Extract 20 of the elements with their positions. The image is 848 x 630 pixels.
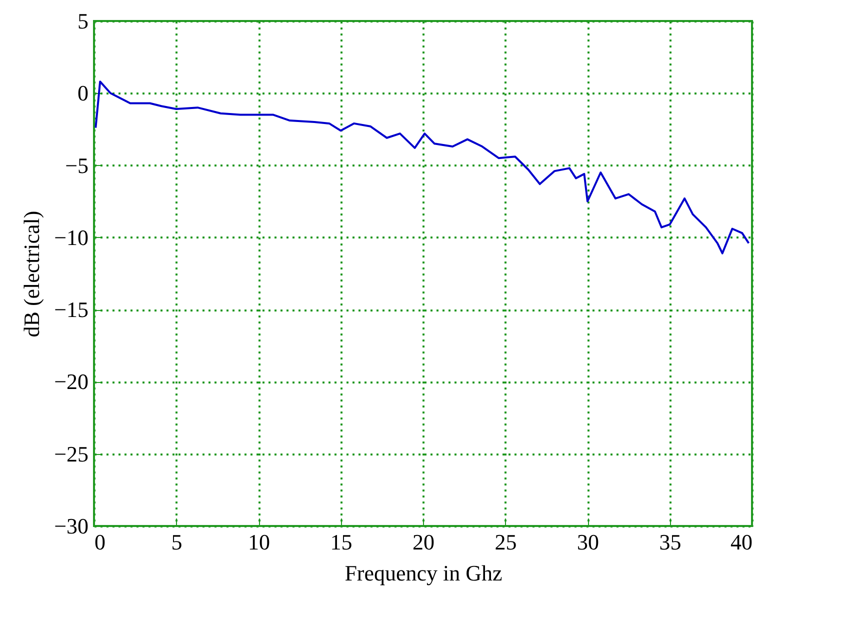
x-axis-title: Frequency in Ghz (344, 560, 503, 586)
x-tick-label: 25 (494, 530, 517, 554)
x-tick-label: 10 (248, 530, 270, 554)
x-tick-label: 30 (577, 530, 599, 554)
y-tick-label: −30 (54, 514, 88, 538)
x-tick-label: 15 (330, 530, 352, 554)
y-tick-label: −25 (54, 441, 88, 466)
y-tick-label: −15 (54, 297, 88, 322)
line-series (94, 80, 750, 254)
y-tick-label: −20 (54, 369, 88, 394)
x-tick-label: 35 (659, 530, 682, 554)
x-tick-label: 40 (730, 530, 752, 554)
y-tick-label: 5 (78, 8, 88, 34)
y-axis-title: dB (electrical) (19, 210, 44, 338)
x-tick-label: 0 (94, 530, 106, 554)
y-tick-label: 0 (78, 80, 88, 106)
x-tick-label: 20 (412, 530, 434, 554)
y-tick-label: −10 (54, 224, 88, 250)
y-tick-label: −5 (65, 152, 88, 178)
x-tick-label: 5 (171, 530, 182, 554)
